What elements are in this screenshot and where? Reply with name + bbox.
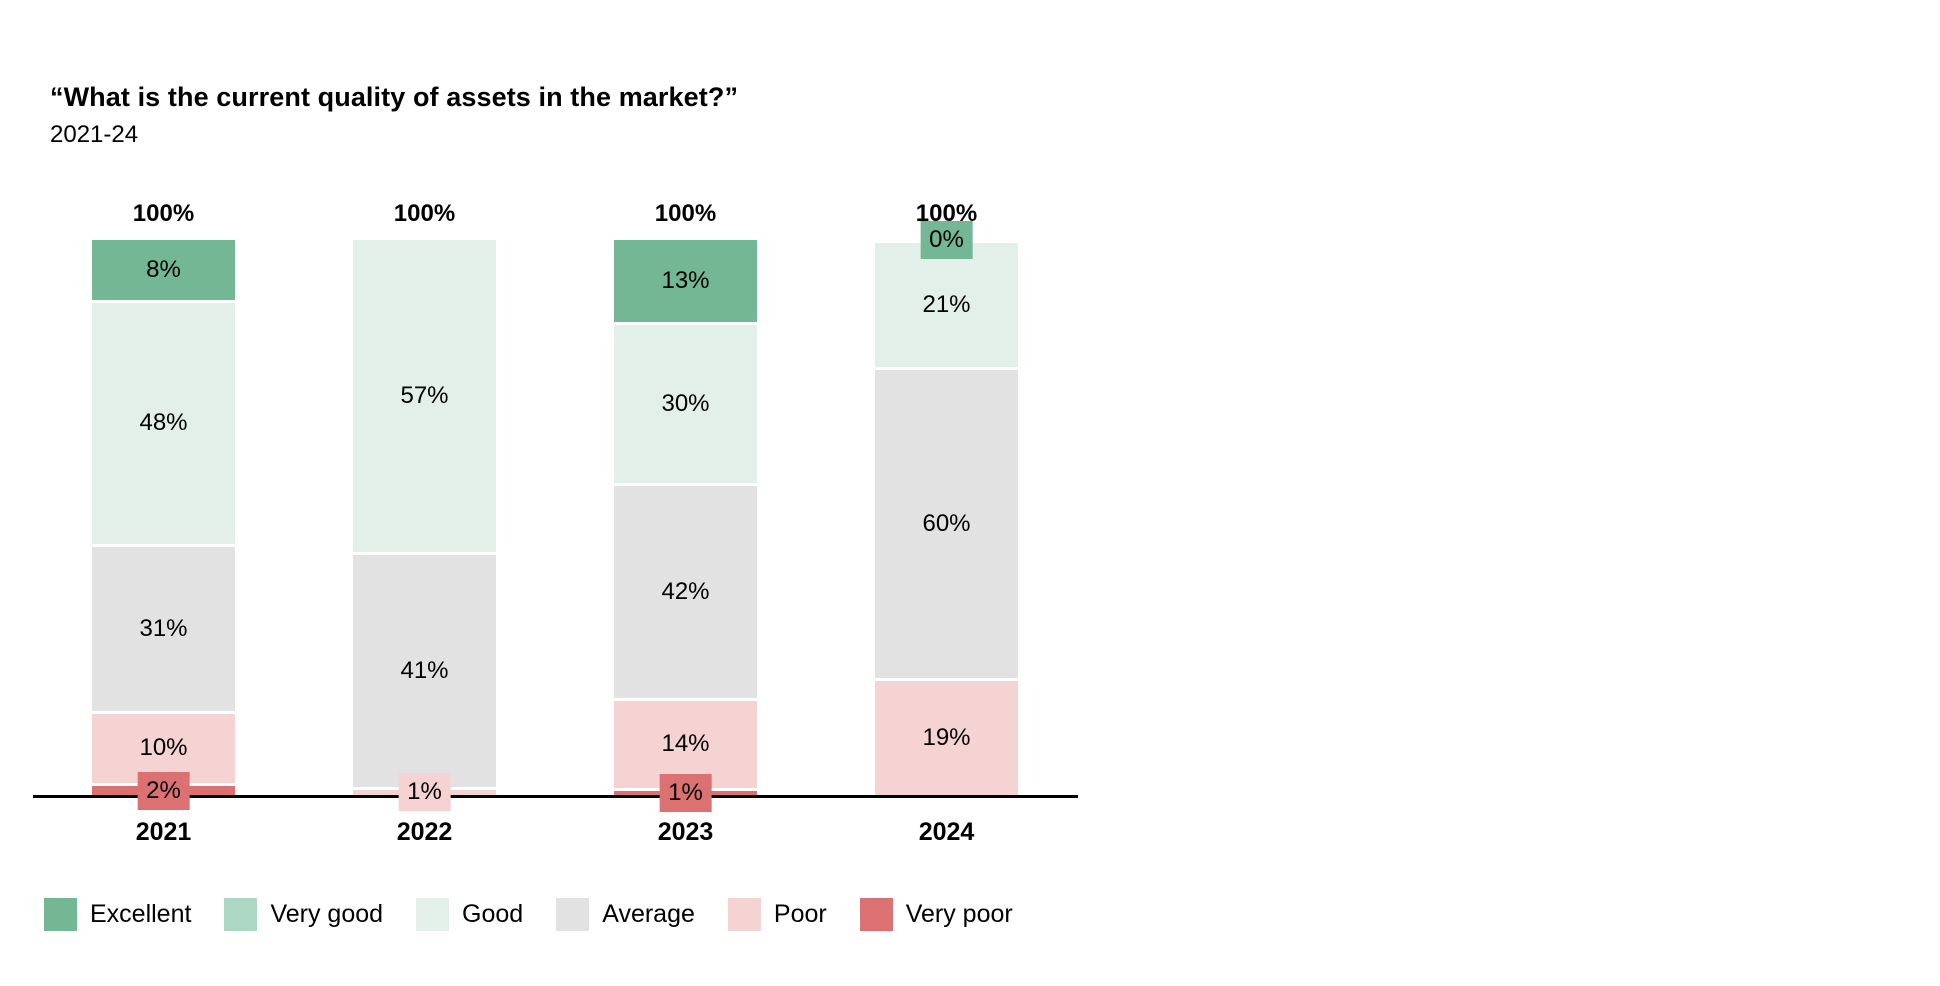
segment-label-poor-2023: 14%	[661, 730, 710, 758]
bar-column-2022: 100% 57% 41% 1% 2022	[353, 196, 496, 847]
segment-average-2022: 41%	[353, 555, 496, 787]
bar-column-2021: 100% 8% 48% 31% 10% 2% 2021	[92, 196, 235, 847]
segment-label-good-2021: 48%	[139, 409, 188, 437]
segment-average-2021: 31%	[92, 546, 235, 711]
legend-label-average: Average	[602, 900, 695, 928]
segment-label-very-poor-2021: 2%	[137, 771, 190, 810]
segment-very-poor-2021: 2%	[92, 771, 235, 810]
bar-column-2023: 100% 13% 30% 42% 14% 1% 2023	[614, 196, 757, 847]
legend-swatch-poor	[727, 898, 761, 931]
legend-item-poor: Poor	[727, 898, 827, 931]
legend-item-very-good: Very good	[224, 898, 383, 931]
legend-item-very-poor: Very poor	[859, 898, 1013, 931]
axis-label-2021: 2021	[135, 818, 192, 846]
segment-very-poor-2023: 1%	[614, 773, 757, 812]
segment-label-excellent-2023: 13%	[661, 267, 710, 295]
legend-label-poor: Poor	[773, 900, 827, 928]
legend-label-excellent: Excellent	[90, 900, 192, 928]
total-label-2022: 100%	[393, 200, 456, 227]
legend-item-average: Average	[556, 898, 695, 931]
legend-swatch-very-good	[224, 898, 258, 931]
chart-subtitle: 2021-24	[50, 121, 139, 148]
chart-title: “What is the current quality of assets i…	[50, 82, 739, 112]
segment-average-2024: 60%	[875, 369, 1018, 678]
stacked-bar-2022: 57% 41% 1%	[353, 240, 496, 812]
legend-label-very-poor: Very poor	[905, 900, 1013, 928]
segment-label-average-2023: 42%	[661, 578, 710, 606]
segment-good-2021: 48%	[92, 303, 235, 544]
axis-label-2022: 2022	[396, 818, 453, 846]
axis-label-2024: 2024	[918, 818, 975, 846]
legend-swatch-excellent	[44, 898, 77, 931]
segment-average-2023: 42%	[614, 486, 757, 698]
legend-label-good: Good	[462, 900, 524, 928]
segment-excellent-2021: 8%	[92, 240, 235, 301]
chart-area: 100% 8% 48% 31% 10% 2% 2021 100% 57% 41% 1% 2022 100…	[33, 196, 1078, 847]
segment-poor-2023: 14%	[614, 700, 757, 788]
segment-poor-2022: 1%	[353, 773, 496, 812]
bars-row: 100% 8% 48% 31% 10% 2% 2021 100% 57% 41% 1% 2022 100…	[33, 196, 1078, 847]
total-label-2023: 100%	[654, 200, 717, 227]
segment-poor-2024: 19%	[875, 680, 1018, 796]
segment-label-excellent-2024: 0%	[920, 221, 973, 259]
stacked-bar-2024: 0% 21% 60% 19%	[875, 221, 1018, 796]
legend: Excellent Very good Good Average Poor Very po…	[44, 898, 1013, 931]
segment-label-average-2022: 41%	[400, 657, 449, 685]
bar-column-2024: 100% 0% 21% 60% 19% 2024	[875, 196, 1018, 847]
total-label-2021: 100%	[132, 200, 195, 227]
stacked-bar-2023: 13% 30% 42% 14% 1%	[614, 240, 757, 812]
x-axis-line	[33, 795, 1078, 798]
segment-label-poor-2022: 1%	[398, 773, 451, 812]
legend-item-excellent: Excellent	[44, 898, 191, 931]
segment-label-average-2021: 31%	[139, 614, 188, 642]
legend-swatch-good	[416, 898, 450, 931]
legend-swatch-average	[556, 898, 590, 931]
legend-label-very-good: Very good	[270, 900, 384, 928]
segment-label-good-2022: 57%	[400, 382, 449, 410]
segment-poor-2021: 10%	[92, 713, 235, 783]
segment-good-2023: 30%	[614, 325, 757, 484]
segment-label-good-2023: 30%	[661, 390, 710, 418]
segment-good-2022: 57%	[353, 240, 496, 553]
legend-swatch-very-poor	[859, 898, 893, 931]
segment-label-excellent-2021: 8%	[146, 256, 181, 284]
stacked-bar-2021: 8% 48% 31% 10% 2%	[92, 240, 235, 810]
segment-label-good-2024: 21%	[922, 290, 971, 318]
segment-good-2024: 21%	[875, 243, 1018, 367]
segment-label-poor-2024: 19%	[922, 723, 971, 751]
segment-excellent-2023: 13%	[614, 240, 757, 323]
segment-label-poor-2021: 10%	[139, 734, 188, 762]
segment-label-average-2024: 60%	[922, 509, 971, 537]
legend-item-good: Good	[416, 898, 523, 931]
axis-label-2023: 2023	[657, 818, 714, 846]
segment-label-very-poor-2023: 1%	[659, 773, 712, 812]
